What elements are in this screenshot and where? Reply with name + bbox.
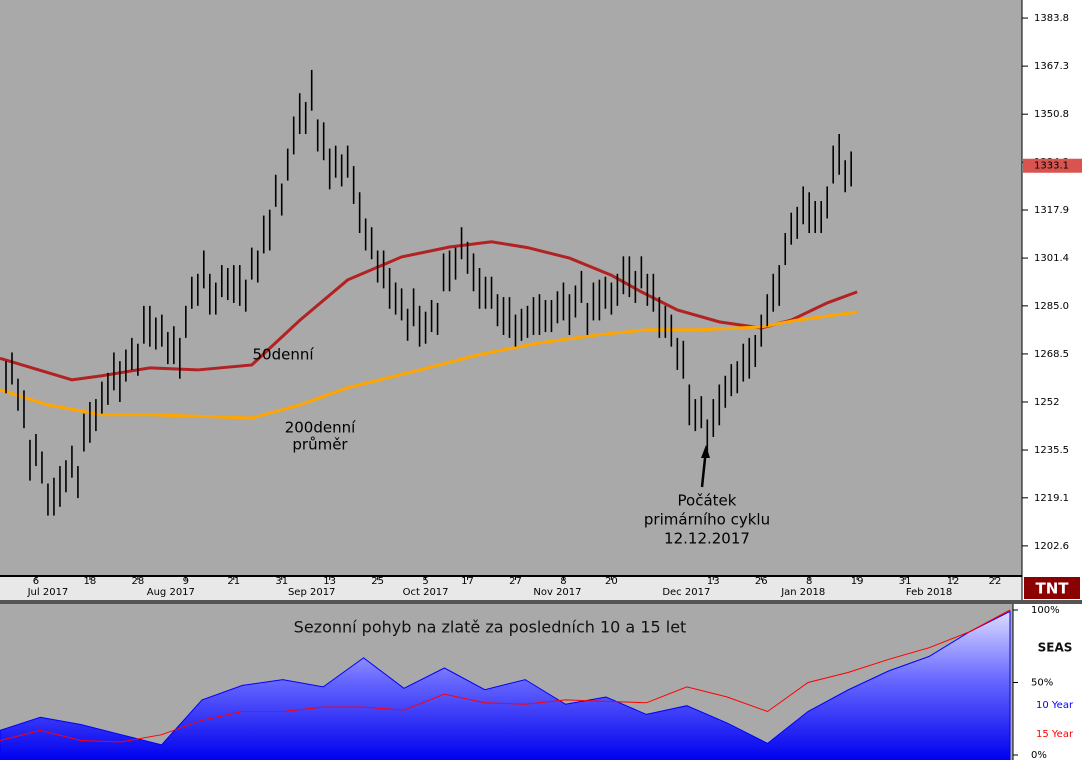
- y-tick-label: 1301.4: [1034, 253, 1069, 264]
- divider: [0, 600, 1082, 604]
- plot-bg: [0, 0, 1022, 575]
- indicator-label: SEAS: [1038, 641, 1073, 655]
- line-label: průměr: [292, 436, 348, 454]
- annotation: Počátek: [678, 492, 737, 510]
- annotation: 12.12.2017: [664, 530, 750, 548]
- y-tick-label: 1268.5: [1034, 349, 1069, 360]
- y-tick-label: 50%: [1031, 678, 1053, 689]
- seasonal-area: [0, 610, 1011, 760]
- y-tick-label: 1350.8: [1034, 109, 1069, 120]
- line-label: 200denní: [285, 419, 356, 437]
- x-tick-label: 27: [509, 576, 522, 587]
- x-tick-label: 5: [422, 576, 428, 587]
- x-tick-label: 13: [707, 576, 720, 587]
- y-tick-label: 100%: [1031, 605, 1060, 616]
- x-tick-label: 12: [947, 576, 960, 587]
- x-tick-label: 26: [755, 576, 768, 587]
- y-tick-label: 1202.6: [1034, 541, 1069, 552]
- seasonal-line: [0, 609, 1011, 743]
- y-tick-label: 1317.9: [1034, 205, 1069, 216]
- x-tick-label: 13: [323, 576, 336, 587]
- month-label: Jul 2017: [27, 587, 69, 598]
- x-tick-label: 25: [371, 576, 384, 587]
- x-tick-label: 28: [131, 576, 144, 587]
- line-label: 50denní: [252, 346, 314, 364]
- legend-entry: 15 Year: [1036, 729, 1074, 740]
- y-tick-label: 1367.3: [1034, 61, 1069, 72]
- arrow-head: [701, 445, 710, 458]
- annotation: primárního cyklu: [644, 511, 770, 529]
- moving-average: [0, 310, 858, 420]
- month-label: Feb 2018: [906, 587, 952, 598]
- x-tick-label: 22: [989, 576, 1002, 587]
- x-tick-label: 6: [33, 576, 39, 587]
- date-axis-bg: [0, 575, 1022, 600]
- panel-axis-bg: [1013, 604, 1082, 760]
- month-label: Oct 2017: [403, 587, 449, 598]
- axis-bg: [1022, 0, 1082, 600]
- month-label: Dec 2017: [662, 587, 710, 598]
- y-tick-label: 1252: [1034, 397, 1059, 408]
- x-tick-label: 21: [227, 576, 240, 587]
- y-tick-label: 1285.0: [1034, 301, 1069, 312]
- panel-title: Sezonní pohyb na zlatě za posledních 10 …: [294, 618, 687, 637]
- month-label: Nov 2017: [533, 587, 581, 598]
- last-price-label: 1333.1: [1034, 161, 1069, 172]
- x-tick-label: 9: [183, 576, 189, 587]
- logo: TNT: [1035, 580, 1069, 598]
- moving-average: [0, 240, 858, 382]
- x-tick-label: 19: [851, 576, 864, 587]
- y-tick-label: 1235.5: [1034, 445, 1069, 456]
- logo-bg: [1024, 577, 1080, 599]
- x-tick-label: 31: [899, 576, 912, 587]
- month-label: Sep 2017: [288, 587, 335, 598]
- month-label: Jan 2018: [780, 587, 825, 598]
- month-label: Aug 2017: [147, 587, 195, 598]
- x-tick-label: 18: [84, 576, 97, 587]
- x-tick-label: 20: [605, 576, 618, 587]
- x-tick-label: 17: [461, 576, 474, 587]
- y-tick-label: 1383.8: [1034, 13, 1069, 24]
- y-tick-label: 1219.1: [1034, 493, 1069, 504]
- y-tick-label: 0%: [1031, 750, 1047, 760]
- legend-entry: 10 Year: [1036, 700, 1074, 711]
- x-tick-label: 8: [560, 576, 566, 587]
- last-price-box: [1023, 158, 1082, 173]
- x-tick-label: 8: [806, 576, 812, 587]
- x-tick-label: 31: [275, 576, 288, 587]
